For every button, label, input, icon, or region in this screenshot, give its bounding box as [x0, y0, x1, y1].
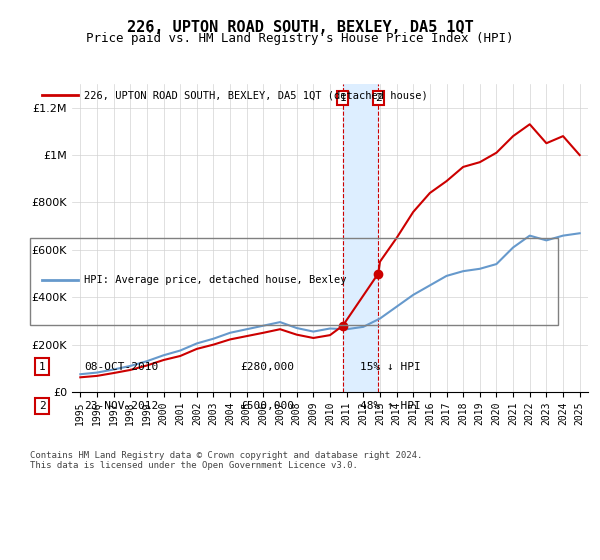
Text: Price paid vs. HM Land Registry's House Price Index (HPI): Price paid vs. HM Land Registry's House …	[86, 32, 514, 45]
Text: 48% ↑ HPI: 48% ↑ HPI	[360, 401, 421, 411]
Text: 2: 2	[38, 401, 46, 411]
Text: 1: 1	[38, 362, 46, 372]
Text: HPI: Average price, detached house, Bexley: HPI: Average price, detached house, Bexl…	[84, 275, 347, 285]
Bar	[343, 84, 378, 392]
Text: £280,000: £280,000	[240, 362, 294, 372]
Text: 08-OCT-2010: 08-OCT-2010	[84, 362, 158, 372]
Text: 226, UPTON ROAD SOUTH, BEXLEY, DA5 1QT: 226, UPTON ROAD SOUTH, BEXLEY, DA5 1QT	[127, 20, 473, 35]
Text: 226, UPTON ROAD SOUTH, BEXLEY, DA5 1QT (detached house): 226, UPTON ROAD SOUTH, BEXLEY, DA5 1QT (…	[84, 90, 428, 100]
Text: £500,000: £500,000	[240, 401, 294, 411]
Text: 23-NOV-2012: 23-NOV-2012	[84, 401, 158, 411]
Text: 1: 1	[340, 93, 346, 103]
Text: Contains HM Land Registry data © Crown copyright and database right 2024.
This d: Contains HM Land Registry data © Crown c…	[30, 451, 422, 470]
Text: 15% ↓ HPI: 15% ↓ HPI	[360, 362, 421, 372]
Text: 2: 2	[375, 93, 382, 103]
